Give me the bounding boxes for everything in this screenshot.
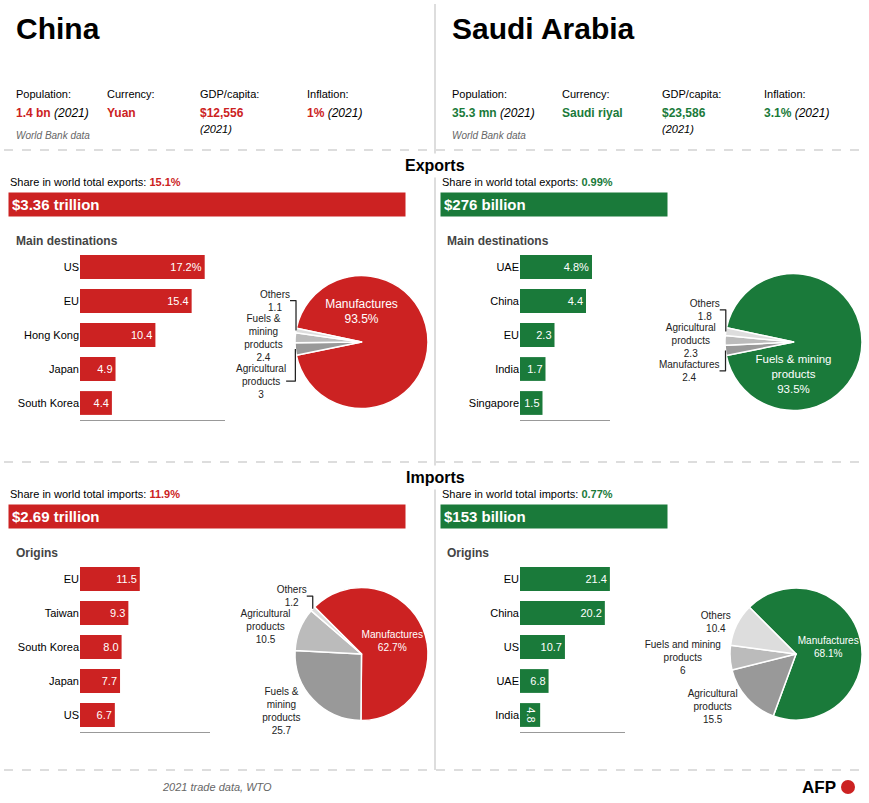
svg-text:Share in world total imports:: Share in world total imports: 11.9% [10, 488, 180, 500]
svg-text:China: China [490, 295, 520, 307]
svg-text:(2021): (2021) [200, 123, 232, 135]
svg-text:South Korea: South Korea [18, 641, 80, 653]
svg-text:EU: EU [504, 573, 519, 585]
svg-text:Origins: Origins [447, 546, 489, 560]
svg-text:1.7: 1.7 [527, 363, 542, 375]
svg-text:Hong Kong: Hong Kong [24, 329, 79, 341]
svg-text:3.1% (2021): 3.1% (2021) [764, 106, 829, 120]
svg-text:Manufactures62.7%: Manufactures62.7% [362, 629, 424, 653]
svg-text:Others1.1: Others1.1 [260, 289, 290, 313]
svg-text:GDP/capita:: GDP/capita: [662, 88, 721, 100]
svg-text:6.7: 6.7 [97, 709, 112, 721]
svg-text:2.3: 2.3 [536, 329, 551, 341]
svg-text:Manufactures93.5%: Manufactures93.5% [325, 297, 398, 327]
svg-text:9.3: 9.3 [110, 607, 125, 619]
svg-text:35.3 mn (2021): 35.3 mn (2021) [452, 106, 535, 120]
svg-text:(2021): (2021) [662, 123, 694, 135]
svg-text:1.5: 1.5 [524, 397, 539, 409]
svg-text:4.8%: 4.8% [564, 261, 589, 273]
svg-text:Inflation:: Inflation: [307, 88, 349, 100]
svg-text:Others1.2: Others1.2 [277, 584, 307, 608]
svg-text:Origins: Origins [16, 546, 58, 560]
svg-text:Fuels & miningproducts93.5%: Fuels & miningproducts93.5% [756, 353, 832, 395]
svg-text:4.9: 4.9 [97, 363, 112, 375]
svg-text:$153 billion: $153 billion [444, 508, 526, 525]
svg-text:Main destinations: Main destinations [447, 234, 549, 248]
svg-text:India: India [495, 363, 520, 375]
svg-text:Yuan: Yuan [107, 106, 136, 120]
svg-text:Fuels &miningproducts2.4: Fuels &miningproducts2.4 [244, 313, 282, 363]
svg-text:US: US [64, 709, 79, 721]
svg-text:US: US [504, 641, 519, 653]
svg-text:EU: EU [64, 295, 79, 307]
svg-text:$3.36 trillion: $3.36 trillion [12, 196, 100, 213]
svg-text:$276 billion: $276 billion [444, 196, 526, 213]
svg-text:Agriculturalproducts3: Agriculturalproducts3 [236, 363, 286, 400]
svg-text:11.5: 11.5 [116, 573, 137, 585]
svg-text:World Bank data: World Bank data [452, 130, 526, 141]
svg-text:17.2%: 17.2% [170, 261, 201, 273]
svg-text:World Bank data: World Bank data [16, 130, 90, 141]
svg-text:Currency:: Currency: [562, 88, 610, 100]
svg-text:4.4: 4.4 [94, 397, 109, 409]
svg-text:EU: EU [64, 573, 79, 585]
svg-text:Share in world total exports:: Share in world total exports: 0.99% [442, 176, 613, 188]
svg-text:Manufactures68.1%: Manufactures68.1% [798, 635, 859, 659]
svg-text:Others1.8: Others1.8 [690, 298, 720, 322]
svg-text:GDP/capita:: GDP/capita: [200, 88, 259, 100]
svg-text:Imports: Imports [406, 469, 465, 486]
svg-text:Saudi riyal: Saudi riyal [562, 106, 623, 120]
svg-text:Manufactures2.4: Manufactures2.4 [659, 359, 720, 383]
svg-text:Currency:: Currency: [107, 88, 155, 100]
svg-text:UAE: UAE [496, 261, 519, 273]
svg-text:US: US [64, 261, 79, 273]
svg-text:7.7: 7.7 [102, 675, 117, 687]
svg-text:Exports: Exports [405, 157, 465, 174]
svg-text:1.4 bn (2021): 1.4 bn (2021) [16, 106, 89, 120]
svg-text:4.8: 4.8 [525, 707, 537, 722]
svg-text:8.0: 8.0 [103, 641, 118, 653]
svg-text:Share in world total imports:: Share in world total imports: 0.77% [442, 488, 613, 500]
svg-text:4.4: 4.4 [568, 295, 583, 307]
svg-text:10.7: 10.7 [541, 641, 562, 653]
svg-text:Others10.4: Others10.4 [701, 610, 731, 634]
svg-text:Population:: Population: [452, 88, 507, 100]
svg-text:UAE: UAE [496, 675, 519, 687]
svg-text:$12,556: $12,556 [200, 106, 244, 120]
svg-text:Share in world total exports:: Share in world total exports: 15.1% [10, 176, 181, 188]
svg-text:Inflation:: Inflation: [764, 88, 806, 100]
svg-text:Saudi Arabia: Saudi Arabia [452, 12, 635, 45]
svg-text:South Korea: South Korea [18, 397, 80, 409]
svg-text:India: India [495, 709, 520, 721]
svg-text:6.8: 6.8 [530, 675, 545, 687]
svg-text:1% (2021): 1% (2021) [307, 106, 362, 120]
svg-text:$23,586: $23,586 [662, 106, 706, 120]
svg-text:China: China [16, 12, 100, 45]
svg-text:Taiwan: Taiwan [45, 607, 79, 619]
svg-text:2021 trade data, WTO: 2021 trade data, WTO [162, 781, 272, 793]
svg-text:Japan: Japan [49, 675, 79, 687]
svg-text:Japan: Japan [49, 363, 79, 375]
svg-text:Agriculturalproducts15.5: Agriculturalproducts15.5 [688, 688, 738, 725]
svg-text:Agriculturalproducts2.3: Agriculturalproducts2.3 [666, 322, 716, 359]
svg-text:China: China [490, 607, 520, 619]
svg-text:$2.69 trillion: $2.69 trillion [12, 508, 100, 525]
svg-text:15.4: 15.4 [167, 295, 188, 307]
svg-text:AFP: AFP [802, 778, 836, 797]
svg-text:Fuels &miningproducts25.7: Fuels &miningproducts25.7 [262, 686, 300, 736]
svg-text:Main destinations: Main destinations [16, 234, 118, 248]
svg-text:Singapore: Singapore [469, 397, 519, 409]
svg-text:Agriculturalproducts10.5: Agriculturalproducts10.5 [240, 608, 290, 645]
svg-text:Population:: Population: [16, 88, 71, 100]
svg-text:EU: EU [504, 329, 519, 341]
svg-text:20.2: 20.2 [580, 607, 601, 619]
svg-text:21.4: 21.4 [585, 573, 606, 585]
svg-text:10.4: 10.4 [131, 329, 152, 341]
svg-text:Fuels and miningproducts6: Fuels and miningproducts6 [645, 639, 721, 676]
